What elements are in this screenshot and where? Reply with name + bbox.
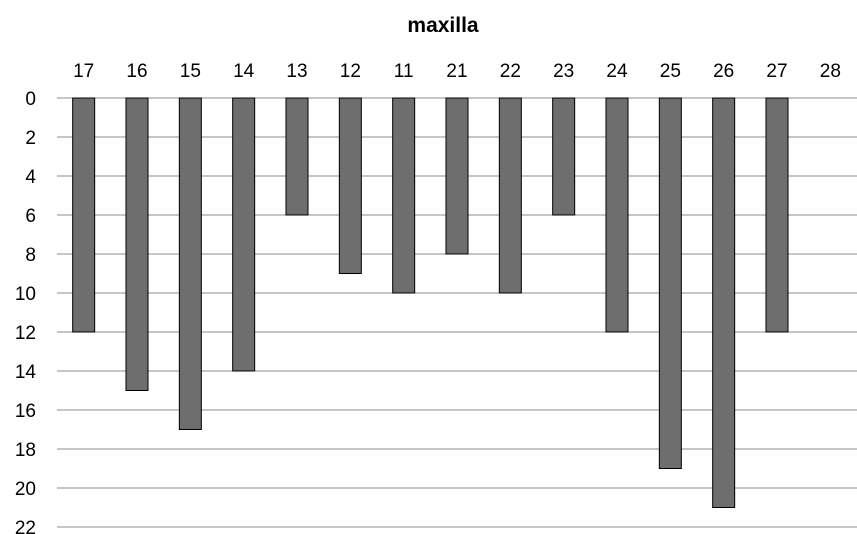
x-tick-label: 28: [820, 61, 841, 82]
bar-17: [72, 97, 96, 333]
y-tick-label: 6: [25, 206, 36, 227]
x-tick-label: 23: [553, 61, 574, 82]
x-tick-label: 16: [126, 61, 147, 82]
y-tick-label: 14: [15, 362, 37, 383]
x-axis-tick-labels: 17 16 15 14 13 12 11 21 22 23 24 25 26 27 28: [73, 61, 841, 82]
x-tick-label: 15: [180, 61, 201, 82]
y-tick-label: 8: [25, 245, 36, 266]
x-tick-label: 21: [446, 61, 467, 82]
y-tick-label: 2: [25, 128, 36, 149]
bar-25: [658, 97, 682, 469]
x-tick-label: 25: [660, 61, 681, 82]
x-tick-label: 27: [766, 61, 787, 82]
y-tick-label: 12: [15, 323, 36, 344]
bar-27: [765, 97, 789, 333]
chart-title: maxilla: [407, 14, 479, 37]
bar-13: [285, 97, 309, 216]
y-tick-label: 18: [15, 440, 36, 461]
y-tick-label: 22: [15, 518, 36, 534]
bar-21: [445, 97, 469, 255]
bar-11: [392, 97, 416, 294]
bar-24: [605, 97, 629, 333]
y-tick-label: 0: [25, 89, 36, 110]
y-tick-label: 4: [25, 167, 36, 188]
x-tick-label: 12: [340, 61, 361, 82]
bars: [72, 97, 789, 508]
bar-12: [338, 97, 362, 274]
bar-26: [712, 97, 736, 508]
x-tick-label: 22: [500, 61, 521, 82]
x-tick-label: 11: [394, 61, 414, 82]
y-tick-label: 10: [15, 284, 36, 305]
x-tick-label: 26: [713, 61, 734, 82]
bar-16: [125, 97, 149, 391]
x-tick-label: 17: [73, 61, 94, 82]
x-tick-label: 24: [606, 61, 628, 82]
bar-23: [552, 97, 576, 216]
x-tick-label: 14: [233, 61, 255, 82]
y-tick-label: 16: [15, 401, 36, 422]
bar-22: [498, 97, 522, 294]
y-axis-tick-labels: 0 2 4 6 8 10 12 14 16 18 20 22: [15, 89, 37, 534]
bar-14: [232, 97, 256, 372]
bar-15: [178, 97, 202, 430]
x-tick-label: 13: [286, 61, 307, 82]
y-tick-label: 20: [15, 479, 36, 500]
